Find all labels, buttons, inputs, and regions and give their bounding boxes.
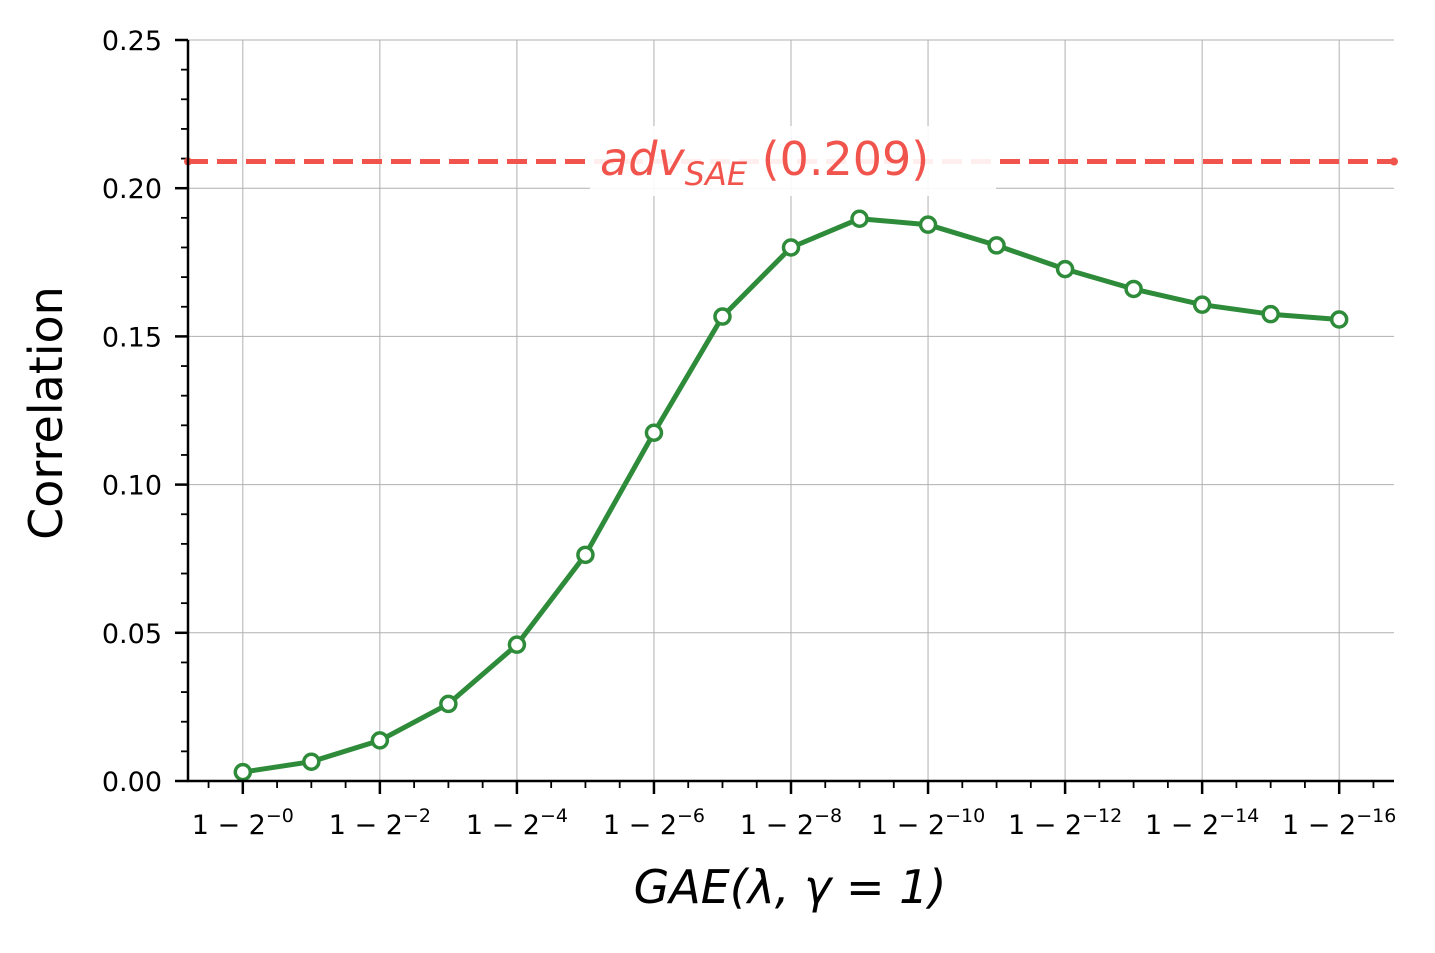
data-point [370,731,390,750]
x-tick-exponent: −12 [1082,805,1122,827]
data-point [987,236,1006,255]
x-tick-label: 1 − 2−14 [1145,805,1259,841]
data-point [713,307,732,326]
data-point [1055,259,1075,279]
x-tick-exponent: −0 [266,805,294,827]
y-tick-label: 0.25 [102,26,162,57]
x-axis: 1 − 2−0 1 − 2−2 1 − 2−4 1 − 2−6 1 − 2−8 1 − 2… [192,781,1396,841]
reference-label-background [590,126,996,196]
x-tick-label: 1 − 2−10 [871,805,985,841]
y-axis: 0.00 0.05 0.10 0.15 0.20 0.25 [102,26,188,798]
x-tick-label: 1 − 2−12 [1008,805,1122,841]
x-tick-label: 1 − 2−4 [466,805,568,841]
x-tick-exponent: −8 [814,805,842,827]
x-tick-exponent: −6 [677,805,705,827]
x-tick-label: 1 − 2−8 [740,805,842,841]
data-point [1124,279,1143,299]
data-point [233,762,253,782]
y-tick-label: 0.20 [102,174,162,205]
reference-line-end-right [1390,157,1398,166]
data-point [781,238,801,257]
x-tick-label: 1 − 2−6 [603,805,705,841]
y-tick-label: 0.10 [102,471,162,502]
y-tick-label: 0.00 [102,767,162,798]
x-tick-label: 1 − 2−2 [329,805,431,841]
reference-line-group: advSAE (0.209) [184,126,1398,196]
data-point [644,423,664,442]
data-point [850,209,869,228]
data-point [918,215,938,234]
x-tick-exponent: −2 [403,805,431,827]
data-point [1192,295,1212,314]
data-point [507,635,527,654]
x-axis-title: GAE(λ, γ = 1) [634,860,947,914]
reference-line-label: advSAE (0.209) [600,132,929,193]
x-tick-exponent: −16 [1356,805,1396,827]
data-point [1261,304,1280,324]
x-tick-exponent: −4 [540,805,568,827]
data-point [576,545,595,565]
y-tick-label: 0.15 [102,322,162,353]
y-tick-label: 0.05 [102,619,162,650]
data-point [1329,310,1349,329]
y-axis-title: Correlation [19,286,73,540]
data-point [439,694,458,714]
series-group [233,209,1349,782]
x-tick-label: 1 − 2−0 [192,805,294,841]
x-tick-label: 1 − 2−16 [1282,805,1396,841]
x-tick-exponent: −10 [945,805,985,827]
data-point [302,752,321,771]
x-tick-exponent: −14 [1219,805,1259,827]
